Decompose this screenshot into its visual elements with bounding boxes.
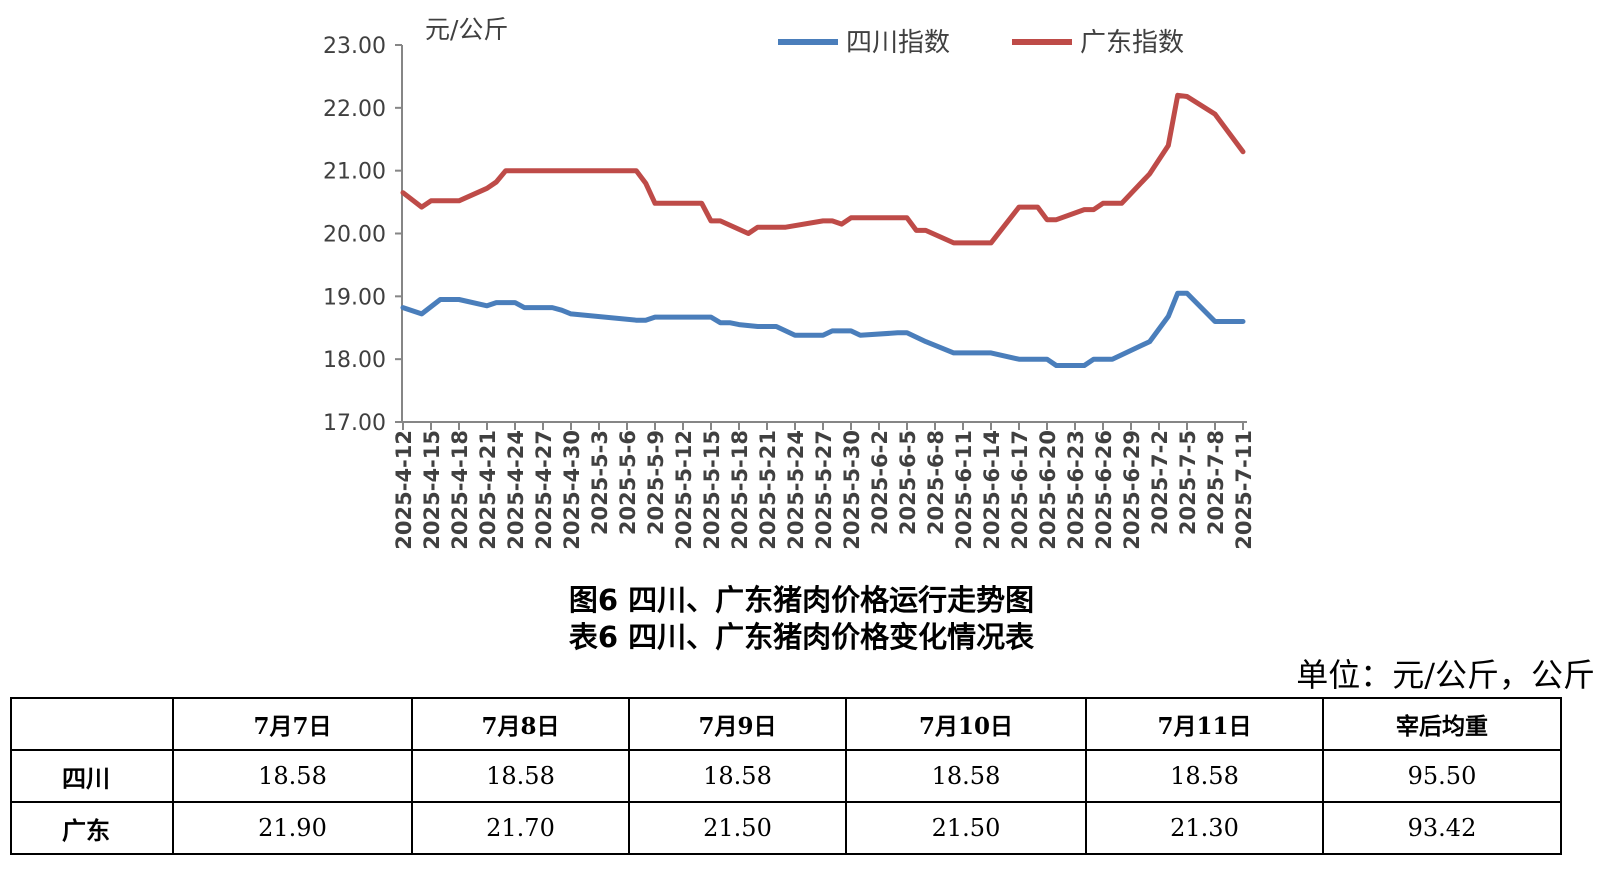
x-tick-label: 2025-4-12 [392,430,416,550]
x-tick-label: 2025-4-24 [504,430,528,550]
header-cell-jul10: 7月10日 [845,697,1087,751]
x-tick-label: 2025-5-27 [812,430,836,550]
y-tick-label: 21.00 [323,160,386,185]
table-cell: 93.42 [1322,801,1562,855]
header-cell-jul8: 7月8日 [411,697,630,751]
row-label: 四川 [10,749,174,803]
series-layer [400,92,1246,368]
x-tick-label: 2025-6-26 [1092,430,1116,550]
unit-note: 单位：元/公斤，公斤 [1296,656,1595,694]
header-cell-empty [10,697,174,751]
table-cell: 21.70 [411,801,630,855]
x-tick-label: 2025-6-5 [896,430,920,535]
price-table: 7月7日 7月8日 7月9日 7月10日 7月11日 宰后均重 四川 18.58… [10,697,1562,855]
table-cell: 95.50 [1322,749,1562,803]
table-row-sichuan: 四川 18.58 18.58 18.58 18.58 18.58 95.50 [10,749,1562,803]
table-cell: 21.50 [628,801,847,855]
x-tick-label: 2025-4-27 [532,430,556,550]
x-tick-label: 2025-5-30 [840,430,864,550]
row-label: 广东 [10,801,174,855]
header-cell-jul7: 7月7日 [172,697,413,751]
y-tick-label: 20.00 [323,223,386,248]
x-tick-label: 2025-5-24 [784,430,808,550]
table-caption: 表6 四川、广东猪肉价格变化情况表 [568,620,1035,654]
x-tick-label: 2025-6-11 [952,430,976,550]
x-tick-label: 2025-4-15 [420,430,444,550]
y-tick-label: 22.00 [323,97,386,122]
x-tick-label: 2025-5-3 [588,430,612,535]
legend-label-0: 四川指数 [846,28,950,58]
x-tick-label: 2025-5-6 [616,430,640,535]
legend: 四川指数 广东指数 [778,28,1184,58]
table-row-guangdong: 广东 21.90 21.70 21.50 21.50 21.30 93.42 [10,801,1562,855]
y-tick-label: 18.00 [323,348,386,373]
x-tick-label: 2025-5-12 [672,430,696,550]
y-tick-label: 23.00 [323,34,386,59]
y-tick-label: 17.00 [323,411,386,436]
x-tick-label: 2025-6-8 [924,430,948,535]
x-tick-label: 2025-6-17 [1008,430,1032,550]
legend-label-1: 广东指数 [1080,28,1184,58]
table-cell: 21.50 [845,801,1087,855]
x-axis: 2025-4-12 2025-4-15 2025-4-18 2025-4-21 2025… [392,421,1256,550]
x-tick-label: 2025-6-14 [980,430,1004,550]
table-cell: 18.58 [411,749,630,803]
x-tick-label: 2025-7-8 [1204,430,1228,535]
x-tick-label: 2025-6-23 [1064,430,1088,550]
figure-caption: 图6 四川、广东猪肉价格运行走势图 [568,583,1035,617]
header-cell-jul11: 7月11日 [1085,697,1324,751]
y-tick-label: 19.00 [323,285,386,310]
header-cell-avg-weight: 宰后均重 [1322,697,1562,751]
table-cell: 21.30 [1085,801,1324,855]
table-cell: 18.58 [845,749,1087,803]
table-cell: 18.58 [172,749,413,803]
table-cell: 18.58 [1085,749,1324,803]
x-tick-label: 2025-6-20 [1036,430,1060,550]
x-tick-label: 2025-7-2 [1148,430,1172,535]
table-header-row: 7月7日 7月8日 7月9日 7月10日 7月11日 宰后均重 [10,697,1562,751]
series-line-0 [400,290,1246,368]
price-trend-chart: 17.00 18.00 19.00 20.00 21.00 22.00 23.00 2025… [323,15,1256,550]
x-tick-label: 2025-5-21 [756,430,780,550]
x-tick-label: 2025-6-29 [1120,430,1144,550]
x-tick-label: 2025-4-21 [476,430,500,550]
table-cell: 21.90 [172,801,413,855]
y-axis: 17.00 18.00 19.00 20.00 21.00 22.00 23.00 [323,34,403,436]
table-cell: 18.58 [628,749,847,803]
header-cell-jul9: 7月9日 [628,697,847,751]
x-tick-label: 2025-4-30 [560,430,584,550]
x-tick-label: 2025-5-9 [644,430,668,535]
x-tick-label: 2025-5-18 [728,430,752,550]
x-tick-label: 2025-6-2 [868,430,892,535]
y-axis-unit-label: 元/公斤 [425,15,508,44]
x-tick-label: 2025-7-5 [1176,430,1200,535]
x-tick-label: 2025-4-18 [448,430,472,550]
x-tick-label: 2025-5-15 [700,430,724,550]
series-line-1 [400,92,1246,246]
x-tick-label: 2025-7-11 [1232,430,1256,550]
